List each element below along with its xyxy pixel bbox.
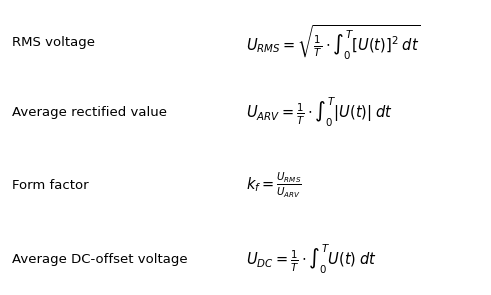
- Text: Average DC-offset voltage: Average DC-offset voltage: [12, 253, 188, 266]
- Text: $k_f = \frac{U_{RMS}}{U_{ARV}}$: $k_f = \frac{U_{RMS}}{U_{ARV}}$: [246, 171, 301, 200]
- Text: $U_{DC} = \frac{1}{T} \cdot \int_0^T U(t) \; dt$: $U_{DC} = \frac{1}{T} \cdot \int_0^T U(t…: [246, 243, 377, 276]
- Text: RMS voltage: RMS voltage: [12, 36, 95, 49]
- Text: $U_{RMS} = \sqrt{\frac{1}{T} \cdot \int_0^T [U(t)]^2 \; dt}$: $U_{RMS} = \sqrt{\frac{1}{T} \cdot \int_…: [246, 23, 420, 62]
- Text: Form factor: Form factor: [12, 179, 89, 192]
- Text: Average rectified value: Average rectified value: [12, 106, 167, 119]
- Text: $U_{ARV} = \frac{1}{T} \cdot \int_0^T |U(t)| \; dt$: $U_{ARV} = \frac{1}{T} \cdot \int_0^T |U…: [246, 95, 392, 129]
